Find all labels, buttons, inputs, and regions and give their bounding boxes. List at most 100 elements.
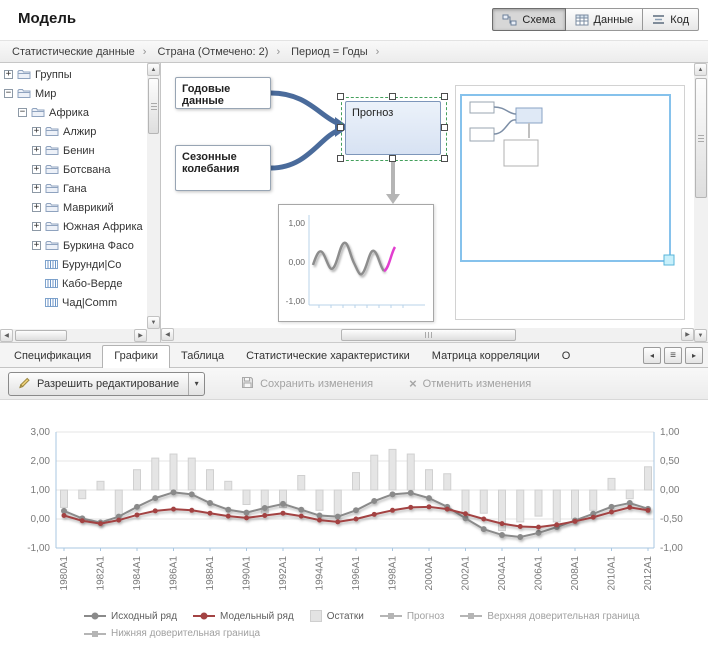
- tab-Графики[interactable]: Графики: [102, 345, 170, 368]
- legend-item[interactable]: Остатки: [309, 610, 364, 622]
- resize-handle[interactable]: [441, 124, 448, 131]
- legend-label: Модельный ряд: [220, 610, 294, 622]
- tree-item[interactable]: + Группы: [0, 65, 147, 84]
- expand-icon[interactable]: +: [32, 145, 41, 155]
- scrollbar-thumb[interactable]: [341, 329, 516, 341]
- chart-thumbnail[interactable]: 1,00 0,00 -1,00: [278, 204, 434, 322]
- tree-item[interactable]: Кабо-Верде: [0, 274, 147, 293]
- scroll-down-button[interactable]: ▼: [147, 316, 160, 329]
- expand-icon[interactable]: +: [32, 126, 41, 136]
- legend-item[interactable]: Прогноз: [379, 610, 444, 622]
- tabs-scroll-right-button[interactable]: ▸: [685, 347, 703, 364]
- chart-area: 3,00 1,00 2,00 0,50 1,00 0,00 0,00 -0,50 -1,00 -1…: [0, 400, 708, 606]
- tree-item[interactable]: Чад|Comm: [0, 293, 147, 312]
- collapse-icon[interactable]: −: [4, 88, 13, 98]
- resize-handle[interactable]: [389, 155, 396, 162]
- resize-handle[interactable]: [337, 93, 344, 100]
- svg-text:2000A1: 2000A1: [424, 556, 435, 591]
- dropdown-arrow-icon[interactable]: ▾: [188, 372, 204, 395]
- scrollbar-thumb[interactable]: [15, 330, 67, 341]
- tabs-scroll-left-button[interactable]: ◂: [643, 347, 661, 364]
- svg-text:0,00: 0,00: [31, 514, 51, 525]
- legend-item[interactable]: Исходный ряд: [84, 610, 177, 622]
- tab-Статистические характеристики[interactable]: Статистические характеристики: [246, 350, 410, 362]
- cancel-changes-button[interactable]: × Отменить изменения: [409, 377, 532, 390]
- chevron-right-icon[interactable]: ›: [375, 45, 380, 58]
- series-icon: [45, 297, 58, 308]
- resize-handle[interactable]: [441, 93, 448, 100]
- expand-icon[interactable]: +: [4, 69, 13, 79]
- diagram-canvas[interactable]: Годовые данные Сезонные колебания Прогно…: [161, 63, 694, 328]
- expand-icon[interactable]: +: [32, 221, 41, 231]
- scroll-up-button[interactable]: ▲: [147, 63, 160, 76]
- breadcrumb-item[interactable]: Страна (Отмечено: 2): [157, 45, 269, 58]
- scroll-left-button[interactable]: ◀: [0, 329, 13, 342]
- expand-icon[interactable]: +: [32, 240, 41, 250]
- main-area: + Группы − Мир − Африка + Алжир + Бенин + Ботсвана +…: [0, 63, 708, 342]
- enable-editing-button[interactable]: Разрешить редактирование ▾: [8, 371, 206, 396]
- chevron-right-icon[interactable]: ›: [276, 45, 281, 58]
- tree-item[interactable]: + Южная Африка: [0, 217, 147, 236]
- legend-label: Нижняя доверительная граница: [111, 628, 261, 639]
- svg-text:-1,00: -1,00: [27, 543, 50, 554]
- breadcrumb-item[interactable]: Период = Годы: [291, 45, 368, 58]
- svg-text:1988A1: 1988A1: [205, 556, 216, 591]
- tree-item[interactable]: + Гана: [0, 179, 147, 198]
- tree-item[interactable]: + Буркина Фасо: [0, 236, 147, 255]
- scroll-up-button[interactable]: ▲: [694, 63, 707, 76]
- diagram-vertical-scrollbar[interactable]: ▲ ▼: [694, 63, 708, 342]
- node-seasonal[interactable]: Сезонные колебания: [175, 145, 271, 191]
- tree-item[interactable]: Бурунди|Co: [0, 255, 147, 274]
- tree-vertical-scrollbar[interactable]: ▲ ▼: [147, 63, 160, 329]
- collapse-icon[interactable]: −: [18, 107, 27, 117]
- tree-item[interactable]: + Бенин: [0, 141, 147, 160]
- tab-Матрица корреляции[interactable]: Матрица корреляции: [431, 350, 540, 362]
- svg-text:2004A1: 2004A1: [497, 556, 508, 591]
- tree-item[interactable]: − Мир: [0, 84, 147, 103]
- resize-handle[interactable]: [337, 155, 344, 162]
- legend-item[interactable]: Модельный ряд: [193, 610, 294, 622]
- node-forecast[interactable]: Прогноз: [345, 101, 441, 155]
- chevron-right-icon[interactable]: ›: [142, 45, 147, 58]
- folder-icon: [45, 164, 59, 175]
- legend-item[interactable]: Нижняя доверительная граница: [84, 628, 260, 639]
- tree-item[interactable]: + Ботсвана: [0, 160, 147, 179]
- resize-handle[interactable]: [389, 93, 396, 100]
- diagram-horizontal-scrollbar[interactable]: ◀ ▶: [161, 328, 694, 342]
- view-button-code[interactable]: Код: [642, 8, 699, 31]
- scroll-down-button[interactable]: ▼: [694, 329, 707, 342]
- scroll-right-button[interactable]: ▶: [681, 328, 694, 341]
- view-button-schema[interactable]: Схема: [492, 8, 566, 31]
- tab-О[interactable]: О: [561, 350, 571, 362]
- resize-handle[interactable]: [337, 124, 344, 131]
- minimap[interactable]: [455, 85, 685, 320]
- table-icon: [575, 14, 589, 26]
- tabs-menu-button[interactable]: ≡: [664, 347, 682, 364]
- svg-text:1986A1: 1986A1: [169, 556, 180, 591]
- tree-item[interactable]: − Африка: [0, 103, 147, 122]
- resize-handle[interactable]: [441, 155, 448, 162]
- code-icon: [652, 14, 665, 25]
- scroll-left-button[interactable]: ◀: [161, 328, 174, 341]
- expand-icon[interactable]: +: [32, 164, 41, 174]
- minimap-viewport[interactable]: [460, 94, 671, 262]
- legend-item[interactable]: Верхняя доверительная граница: [460, 610, 640, 622]
- scroll-right-button[interactable]: ▶: [134, 329, 147, 342]
- scrollbar-thumb[interactable]: [695, 78, 707, 198]
- expand-icon[interactable]: +: [32, 202, 41, 212]
- scrollbar-thumb[interactable]: [148, 78, 159, 134]
- chart-legend: Исходный ряд Модельный ряд Остатки Прогноз В…: [0, 610, 650, 639]
- expand-icon[interactable]: +: [32, 183, 41, 193]
- tab-Спецификация[interactable]: Спецификация: [14, 350, 92, 362]
- save-changes-button[interactable]: Сохранить изменения: [241, 376, 373, 392]
- tree-item[interactable]: + Алжир: [0, 122, 147, 141]
- minimap-resize-handle[interactable]: [663, 254, 675, 266]
- tree-item[interactable]: + Маврикий: [0, 198, 147, 217]
- tree-horizontal-scrollbar[interactable]: ◀ ▶: [0, 329, 147, 342]
- cancel-changes-label: Отменить изменения: [422, 377, 532, 390]
- node-annual-data[interactable]: Годовые данные: [175, 77, 271, 109]
- breadcrumb: Статистические данные › Страна (Отмечено: …: [0, 40, 708, 63]
- tab-Таблица[interactable]: Таблица: [180, 350, 225, 362]
- view-button-data[interactable]: Данные: [564, 8, 644, 31]
- breadcrumb-item[interactable]: Статистические данные: [12, 45, 135, 58]
